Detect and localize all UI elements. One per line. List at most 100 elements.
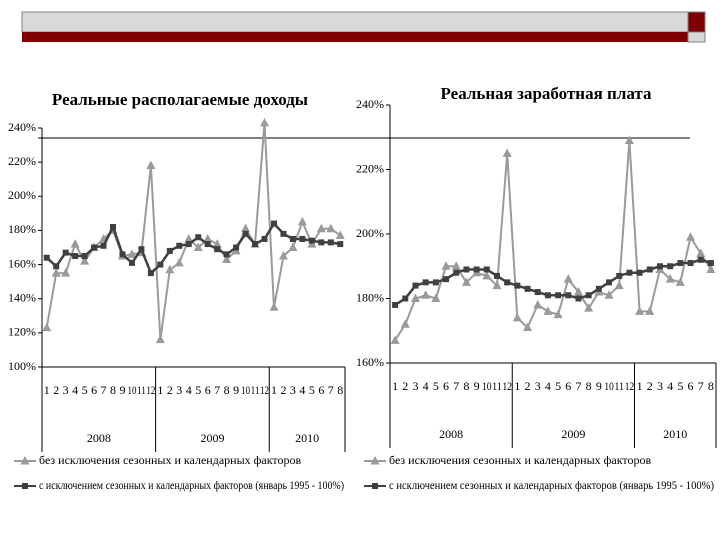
x-tick-label: 10 [241,383,250,397]
x-tick-label: 7 [453,379,459,393]
year-label: 2010 [295,431,319,445]
square-marker [157,261,164,268]
square-marker [110,224,117,231]
y-tick-label: 100% [8,359,36,373]
x-tick-label: 9 [596,379,602,393]
x-tick-label: 2 [167,383,173,397]
header-stripe [22,32,688,42]
x-tick-label: 10 [604,379,614,393]
x-tick-label: 8 [337,383,343,397]
triangle-marker [492,280,502,290]
triangle-marker [645,306,655,315]
series-line [45,122,341,340]
y-tick-label: 160% [356,355,384,369]
triangle-marker [604,290,614,299]
x-tick-label: 4 [667,379,673,393]
triangle-marker [573,287,583,296]
triangle-marker [222,254,232,263]
square-marker [636,269,643,276]
triangle-marker [543,306,553,315]
triangle-marker [316,223,326,233]
chart-title: Реальная заработная плата [440,84,652,103]
legend-marker [370,456,380,465]
triangle-marker [563,274,573,283]
x-tick-label: 12 [146,383,155,397]
triangle-marker [51,268,61,277]
triangle-marker [269,302,279,311]
triangle-marker [421,290,431,299]
x-tick-label: 1 [157,383,163,397]
square-marker [606,279,613,286]
triangle-marker [42,322,52,332]
x-tick-label: 9 [233,383,239,397]
square-marker [270,220,277,227]
square-marker [422,279,429,286]
square-marker [412,282,419,289]
square-marker [72,253,79,260]
legend-marker [20,456,30,465]
y-tick-label: 200% [8,188,36,202]
x-tick-label: 5 [82,383,88,397]
square-marker [626,269,633,276]
triangle-marker [390,335,400,344]
triangle-marker [241,223,251,233]
x-tick-label: 1 [271,383,277,397]
square-marker [176,242,183,249]
triangle-marker [451,261,461,270]
x-tick-label: 6 [318,383,324,397]
triangle-marker [155,334,165,344]
triangle-marker [297,216,307,226]
triangle-marker [482,270,492,280]
y-tick-label: 220% [356,161,384,175]
x-tick-label: 3 [412,379,418,393]
y-tick-label: 120% [8,325,36,339]
square-marker [646,266,653,273]
x-tick-label: 5 [433,379,439,393]
triangle-marker [193,242,203,251]
x-tick-label: 12 [502,379,512,393]
square-marker [667,263,674,270]
series-line [394,140,712,341]
square-marker [443,276,450,283]
chart-title: Реальные располагаемые доходы [52,90,308,109]
y-tick-label: 240% [8,120,36,134]
header-bar [21,11,689,33]
triangle-marker [431,293,441,302]
square-marker [337,241,344,248]
square-marker [223,251,230,258]
square-marker [473,266,480,273]
square-marker [483,266,490,273]
triangle-marker [335,230,345,240]
square-marker [555,292,562,299]
x-tick-label: 6 [688,379,694,393]
x-tick-label: 1 [514,379,520,393]
square-marker [147,270,154,277]
square-marker [432,279,439,286]
year-label: 2009 [561,427,585,441]
square-marker [299,235,306,242]
square-marker [616,272,623,279]
x-tick-label: 11 [614,379,624,393]
square-marker [697,256,704,263]
square-marker [81,253,88,260]
square-marker [504,279,511,286]
x-tick-label: 8 [110,383,116,397]
triangle-marker [61,268,71,277]
triangle-marker [512,312,522,322]
square-marker [677,260,684,267]
square-marker [233,244,240,251]
y-tick-label: 180% [8,222,36,236]
square-marker [166,247,173,254]
triangle-marker [80,256,90,265]
x-tick-label: 11 [492,379,502,393]
square-marker [128,259,135,266]
triangle-marker [533,299,543,309]
square-marker [544,292,551,299]
legend-text: с исключением сезонных и календарных фак… [39,478,344,492]
triangle-marker [675,277,685,286]
square-marker [62,249,69,256]
triangle-marker [288,242,298,251]
legend-text: с исключением сезонных и календарных фак… [389,478,714,492]
triangle-marker [706,264,716,273]
